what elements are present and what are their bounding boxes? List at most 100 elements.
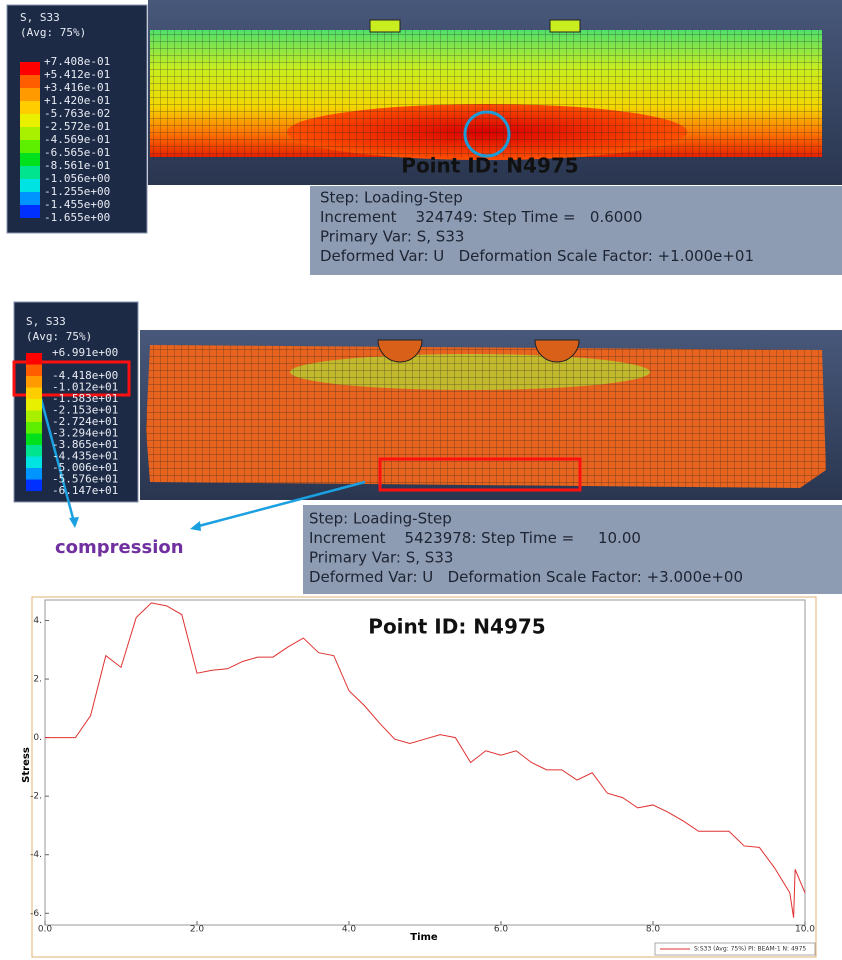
y-tick-label: -4. bbox=[30, 850, 42, 860]
arrow bbox=[194, 480, 366, 529]
legend-swatch bbox=[20, 62, 40, 75]
y-tick-label: -2. bbox=[30, 792, 42, 802]
legend-subtitle: (Avg: 75%) bbox=[26, 330, 92, 343]
x-tick-label: 0.0 bbox=[38, 925, 53, 935]
legend-swatch bbox=[26, 433, 42, 445]
legend-swatch bbox=[26, 376, 42, 388]
legend-label: -4.569e-01 bbox=[44, 133, 110, 146]
y-tick-label: 2. bbox=[33, 675, 42, 685]
legend-label: -3.865e+01 bbox=[52, 438, 118, 451]
legend-swatch bbox=[20, 205, 40, 218]
legend-label: -8.561e-01 bbox=[44, 159, 110, 172]
legend-swatch bbox=[26, 456, 42, 468]
legend-swatch bbox=[20, 127, 40, 140]
x-tick-label: 10.0 bbox=[795, 925, 815, 935]
legend-swatch bbox=[20, 88, 40, 101]
legend-label: -2.153e+01 bbox=[52, 404, 118, 417]
x-axis-label: Time bbox=[410, 932, 438, 943]
x-tick-label: 2.0 bbox=[190, 925, 205, 935]
legend-label: -1.455e+00 bbox=[44, 198, 110, 211]
legend-label: -4.418e+00 bbox=[52, 369, 118, 382]
info-line: Step: Loading-Step bbox=[309, 510, 452, 528]
legend-swatch bbox=[20, 75, 40, 88]
chart-frame bbox=[31, 596, 817, 958]
legend-label: +3.416e-01 bbox=[44, 81, 110, 94]
legend-subtitle: (Avg: 75%) bbox=[20, 26, 86, 39]
data-line bbox=[45, 602, 806, 918]
legend-label: -3.294e+01 bbox=[52, 427, 118, 440]
legend-label: -2.724e+01 bbox=[52, 415, 118, 428]
support bbox=[534, 339, 580, 363]
legend-swatch bbox=[20, 153, 40, 166]
legend-swatch bbox=[20, 140, 40, 153]
info-line: Increment 324749: Step Time = 0.6000 bbox=[320, 208, 642, 226]
legend-swatch bbox=[20, 179, 40, 192]
arrow-head bbox=[69, 517, 79, 528]
info-line: Primary Var: S, S33 bbox=[320, 228, 464, 246]
legend-label: -6.565e-01 bbox=[44, 146, 110, 159]
arrow-head bbox=[190, 521, 201, 531]
highlight-box bbox=[378, 457, 582, 492]
legend-swatch bbox=[20, 166, 40, 179]
support bbox=[377, 339, 423, 363]
legend-label: -1.012e+01 bbox=[52, 381, 118, 394]
y-tick-label: -6. bbox=[30, 909, 42, 919]
arrow bbox=[38, 394, 76, 523]
legend-swatch bbox=[26, 479, 42, 491]
legend-label: +7.408e-01 bbox=[44, 55, 110, 68]
info-line: Increment 5423978: Step Time = 10.00 bbox=[309, 529, 641, 547]
legend-label: -1.255e+00 bbox=[44, 185, 110, 198]
info-line: Deformed Var: U Deformation Scale Factor… bbox=[320, 247, 754, 265]
legend-swatch bbox=[20, 101, 40, 114]
legend-swatch bbox=[26, 387, 42, 399]
info-line: Deformed Var: U Deformation Scale Factor… bbox=[309, 568, 743, 586]
info-box bbox=[310, 186, 842, 275]
mesh bbox=[150, 30, 822, 157]
legend-label: -4.435e+01 bbox=[52, 450, 118, 463]
legend-swatch bbox=[26, 445, 42, 457]
support bbox=[369, 19, 401, 33]
legend-label: -1.655e+00 bbox=[44, 211, 110, 224]
y-tick-label: 4. bbox=[33, 616, 42, 626]
point-label: Point ID: N4975 bbox=[401, 154, 578, 178]
legend-label: -5.763e-02 bbox=[44, 107, 110, 120]
chart-title: Point ID: N4975 bbox=[368, 615, 545, 639]
legend-swatch bbox=[26, 468, 42, 480]
x-tick-label: 8.0 bbox=[646, 925, 661, 935]
info-box bbox=[303, 505, 842, 594]
highlight-box bbox=[12, 360, 131, 397]
x-tick-label: 6.0 bbox=[494, 925, 509, 935]
info-line: Step: Loading-Step bbox=[320, 189, 463, 207]
legend-label: +5.412e-01 bbox=[44, 68, 110, 81]
legend-swatch bbox=[20, 114, 40, 127]
legend-label: -1.056e+00 bbox=[44, 172, 110, 185]
legend-label: -2.572e-01 bbox=[44, 120, 110, 133]
y-axis-label: Stress bbox=[21, 747, 32, 783]
support bbox=[549, 19, 581, 33]
legend-label: -1.583e+01 bbox=[52, 392, 118, 405]
info-line: Primary Var: S, S33 bbox=[309, 549, 453, 567]
x-tick-label: 4.0 bbox=[342, 925, 357, 935]
legend-swatch bbox=[26, 353, 42, 365]
legend-swatch bbox=[26, 364, 42, 376]
legend-swatch bbox=[20, 192, 40, 205]
y-tick-label: 0. bbox=[33, 733, 42, 743]
legend-title: S, S33 bbox=[26, 315, 66, 328]
mesh bbox=[146, 345, 826, 488]
legend bbox=[654, 942, 816, 956]
legend-swatch bbox=[26, 410, 42, 422]
legend-label: +1.420e-01 bbox=[44, 94, 110, 107]
legend-swatch bbox=[26, 399, 42, 411]
legend-label: -6.147e+01 bbox=[52, 484, 118, 497]
point-marker bbox=[463, 110, 511, 158]
legend-label: -5.576e+01 bbox=[52, 473, 118, 486]
legend-label: S:S33 (Avg: 75%) PI: BEAM-1 N: 4975 bbox=[694, 946, 806, 953]
annotation: compression bbox=[55, 537, 184, 558]
plot-area bbox=[44, 599, 806, 926]
legend-label: +6.991e+00 bbox=[52, 346, 118, 359]
legend-label: -5.006e+01 bbox=[52, 461, 118, 474]
legend-title: S, S33 bbox=[20, 11, 60, 24]
legend-swatch bbox=[26, 422, 42, 434]
